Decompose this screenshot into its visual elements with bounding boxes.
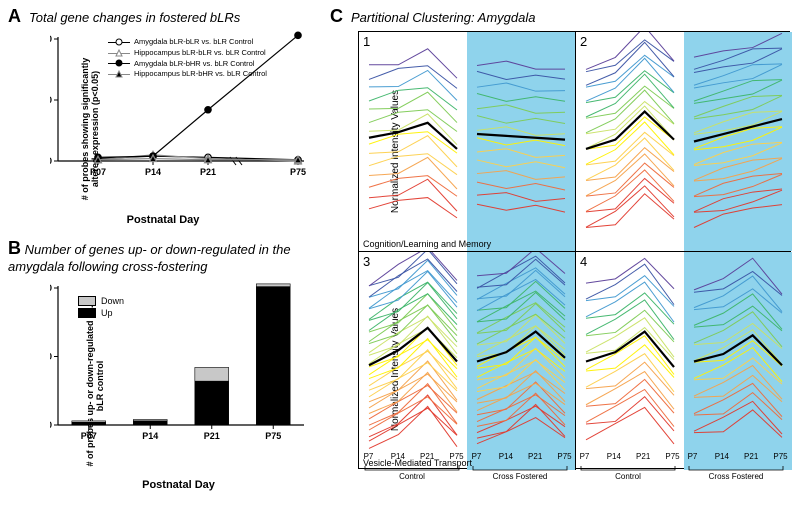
group-bracket: Cross Fostered [688,466,784,480]
subpanel-number: 3 [363,254,370,269]
panel-c-grid: 1 Cognition/Learning and Memory 2 3Vesicl… [358,31,790,469]
subpanel-number: 1 [363,34,370,49]
xtick-label: P7 [463,452,490,461]
legend-label: Amygdala bLR-bLR vs. bLR Control [134,37,253,47]
subpanel-1: 1 Cognition/Learning and Memory [359,32,575,251]
group-bracket: Control [580,466,676,480]
panel-c-header: C Partitional Clustering: Amygdala [330,6,792,27]
group-bracket: Cross Fostered [472,466,568,480]
subpanel-label: Cognition/Learning and Memory [363,239,491,249]
svg-text:P14: P14 [142,431,158,441]
panel-a-title: Total gene changes in fostered bLRs [29,10,240,25]
legend-label: Hippocampus bLR-bHR vs. bLR Control [134,69,267,79]
xtick-label: P21 [738,452,765,461]
panel-b-letter: B [8,238,21,258]
panel-a: A Total gene changes in fostered bLRs # … [8,6,318,231]
xtick-label: P14 [600,452,627,461]
legend-label: Amygdala bLR-bHR vs. bLR Control [134,59,254,69]
chart-b-legend: Down Up [78,296,124,320]
legend-row: Amygdala bLR-bHR vs. bLR Control [108,59,267,69]
svg-text:P07: P07 [90,167,106,177]
panel-b-header: B Number of genes up- or down-regulated … [8,238,318,274]
chart-b-xlabel: Postnatal Day [142,479,215,491]
legend-row: Amygdala bLR-bLR vs. bLR Control [108,37,267,47]
panel-b-title: Number of genes up- or down-regulated in… [8,242,291,274]
group-label: Control [364,472,460,481]
svg-text:0: 0 [50,156,52,166]
legend-row: Hippocampus bLR-bHR vs. bLR Control [108,69,267,79]
svg-text:P21: P21 [200,167,216,177]
legend-label: Down [101,296,124,306]
chart-a: # of probes showing significantly altere… [8,29,318,224]
panel-c: C Partitional Clustering: Amygdala Norma… [330,6,792,504]
xtick-label: P21 [630,452,657,461]
group-label: Cross Fostered [688,472,784,481]
panel-b: B Number of genes up- or down-regulated … [8,238,318,498]
chart-a-legend: Amygdala bLR-bLR vs. bLR ControlHippocam… [108,37,267,80]
xtick-label: P14 [384,452,411,461]
svg-text:P75: P75 [290,167,306,177]
legend-label: Up [101,308,113,318]
svg-text:100: 100 [50,34,52,44]
panel-a-header: A Total gene changes in fostered bLRs [8,6,318,27]
subpanel-number: 4 [580,254,587,269]
svg-text:50: 50 [50,352,52,362]
group-bracket: Control [364,466,460,480]
chart-b: # of probes up- or down-regulated vs. bL… [8,276,318,491]
svg-text:100: 100 [50,283,52,293]
xtick-label: P75 [767,452,794,461]
group-label: Cross Fostered [472,472,568,481]
subpanel-4: 4 [575,251,791,470]
subpanel-2: 2 [575,32,791,251]
svg-text:P14: P14 [145,167,161,177]
xtick-label: P7 [571,452,598,461]
legend-row: Up [78,308,124,318]
svg-text:50: 50 [50,95,52,105]
svg-text:0: 0 [50,420,52,430]
xtick-label: P7 [355,452,382,461]
panel-a-letter: A [8,6,21,27]
svg-text:P21: P21 [204,431,220,441]
xtick-label: P14 [492,452,519,461]
xtick-label: P14 [708,452,735,461]
subpanel-3: 3Vesicle-Mediated Transport [359,251,575,470]
panel-c-xaxis: P7P14P21P75ControlP7P14P21P75Cross Foste… [358,452,790,502]
subpanel-number: 2 [580,34,587,49]
svg-text:P75: P75 [265,431,281,441]
legend-label: Hippocampus bLR-bLR vs. bLR Control [134,48,266,58]
xtick-label: P7 [679,452,706,461]
group-label: Control [580,472,676,481]
legend-row: Down [78,296,124,306]
svg-text:P07: P07 [81,431,97,441]
xtick-label: P21 [522,452,549,461]
panel-c-letter: C [330,6,343,27]
legend-row: Hippocampus bLR-bLR vs. bLR Control [108,48,267,58]
xtick-label: P21 [414,452,441,461]
chart-a-xlabel: Postnatal Day [127,214,200,226]
panel-c-title: Partitional Clustering: Amygdala [351,10,536,25]
